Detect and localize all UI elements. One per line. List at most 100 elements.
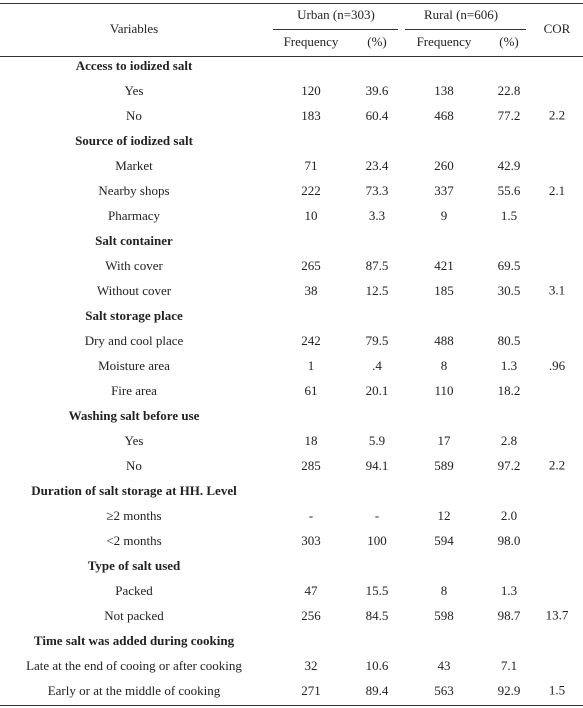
row-label: Packed xyxy=(115,583,153,598)
header-cell: Rural (n=606) xyxy=(424,7,498,22)
row-label: With cover xyxy=(105,258,163,273)
cell: 183 xyxy=(301,108,321,123)
header-cell: Variables xyxy=(110,21,158,36)
row-label: Late at the end of cooing or after cooki… xyxy=(26,658,242,673)
cell: 8 xyxy=(441,583,448,598)
cell: 1.5 xyxy=(501,208,517,223)
row-label: Not packed xyxy=(104,608,164,623)
cell: 10.6 xyxy=(366,658,389,673)
cell: 271 xyxy=(301,683,321,698)
cell: 92.9 xyxy=(498,683,521,698)
cell: 98.7 xyxy=(498,608,521,623)
row-label: Early or at the middle of cooking xyxy=(48,683,221,698)
cell: 77.2 xyxy=(498,108,521,123)
cell: 80.5 xyxy=(498,333,521,348)
cell: 2.0 xyxy=(501,508,517,523)
row-label: <2 months xyxy=(106,533,161,548)
header-cell: Urban (n=303) xyxy=(297,7,375,22)
cell: - xyxy=(375,508,379,523)
cor-cell: 2.1 xyxy=(549,183,565,198)
cell: 120 xyxy=(301,83,321,98)
cell: 5.9 xyxy=(369,433,385,448)
cell: 563 xyxy=(434,683,454,698)
row-label: Yes xyxy=(125,83,144,98)
cell: 39.6 xyxy=(366,83,389,98)
cell: 89.4 xyxy=(366,683,389,698)
section-title: Salt container xyxy=(95,233,173,248)
cell: 1.3 xyxy=(501,358,517,373)
cell: 9 xyxy=(441,208,448,223)
cell: 185 xyxy=(434,283,454,298)
cell: 138 xyxy=(434,83,454,98)
row-label: Moisture area xyxy=(98,358,170,373)
cell: 38 xyxy=(305,283,318,298)
cell: 55.6 xyxy=(498,183,521,198)
row-label: ≥2 months xyxy=(106,508,161,523)
cell: 32 xyxy=(305,658,318,673)
row-label: Market xyxy=(115,158,153,173)
cell: 2.8 xyxy=(501,433,517,448)
cell: 61 xyxy=(305,383,318,398)
cell: 15.5 xyxy=(366,583,389,598)
cell: 598 xyxy=(434,608,454,623)
cell: 7.1 xyxy=(501,658,517,673)
cell: 1 xyxy=(308,358,315,373)
header-cell: COR xyxy=(544,21,571,36)
cell: 84.5 xyxy=(366,608,389,623)
cell: 97.2 xyxy=(498,458,521,473)
row-label: Without cover xyxy=(97,283,172,298)
cor-cell: 2.2 xyxy=(549,457,565,472)
row-label: Nearby shops xyxy=(98,183,169,198)
cell: 23.4 xyxy=(366,158,389,173)
cell: 589 xyxy=(434,458,454,473)
subheader-cell: Frequency xyxy=(417,34,472,49)
subheader-cell: (%) xyxy=(499,34,519,49)
row-label: No xyxy=(126,458,142,473)
section-title: Source of iodized salt xyxy=(75,133,194,148)
cell: 71 xyxy=(305,158,318,173)
cell: 47 xyxy=(305,583,319,598)
cell: 265 xyxy=(301,258,321,273)
row-label: Yes xyxy=(125,433,144,448)
subheader-cell: Frequency xyxy=(284,34,339,49)
section-title: Washing salt before use xyxy=(69,408,200,423)
cell: 98.0 xyxy=(498,533,521,548)
cell: 468 xyxy=(434,108,454,123)
cell: 256 xyxy=(301,608,321,623)
cell: 18.2 xyxy=(498,383,521,398)
section-title: Type of salt used xyxy=(88,558,181,573)
section-title: Access to iodized salt xyxy=(76,58,193,73)
cell: 12.5 xyxy=(366,283,389,298)
cell: 10 xyxy=(305,208,318,223)
cell: 488 xyxy=(434,333,454,348)
cell: 260 xyxy=(434,158,454,173)
row-label: Pharmacy xyxy=(108,208,160,223)
cell: 20.1 xyxy=(366,383,389,398)
cell: 42.9 xyxy=(498,158,521,173)
cell: 43 xyxy=(438,658,451,673)
cell: 8 xyxy=(441,358,448,373)
cell: 94.1 xyxy=(366,458,389,473)
cell: 17 xyxy=(438,433,452,448)
cell: 222 xyxy=(301,183,321,198)
cell: 73.3 xyxy=(366,183,389,198)
cell: 421 xyxy=(434,258,454,273)
subheader-cell: (%) xyxy=(367,34,387,49)
cell: 60.4 xyxy=(366,108,389,123)
cell: 69.5 xyxy=(498,258,521,273)
cor-cell: .96 xyxy=(549,358,566,373)
cor-cell: 3.1 xyxy=(549,282,565,297)
cell: - xyxy=(309,508,313,523)
section-title: Time salt was added during cooking xyxy=(34,633,235,648)
cell: 337 xyxy=(434,183,454,198)
cell: .4 xyxy=(372,358,382,373)
cell: 285 xyxy=(301,458,321,473)
cor-cell: 2.2 xyxy=(549,107,565,122)
cell: 1.3 xyxy=(501,583,517,598)
cor-cell: 13.7 xyxy=(546,607,569,622)
cor-cell: 1.5 xyxy=(549,682,565,697)
row-label: Fire area xyxy=(111,383,157,398)
cell: 110 xyxy=(434,383,453,398)
